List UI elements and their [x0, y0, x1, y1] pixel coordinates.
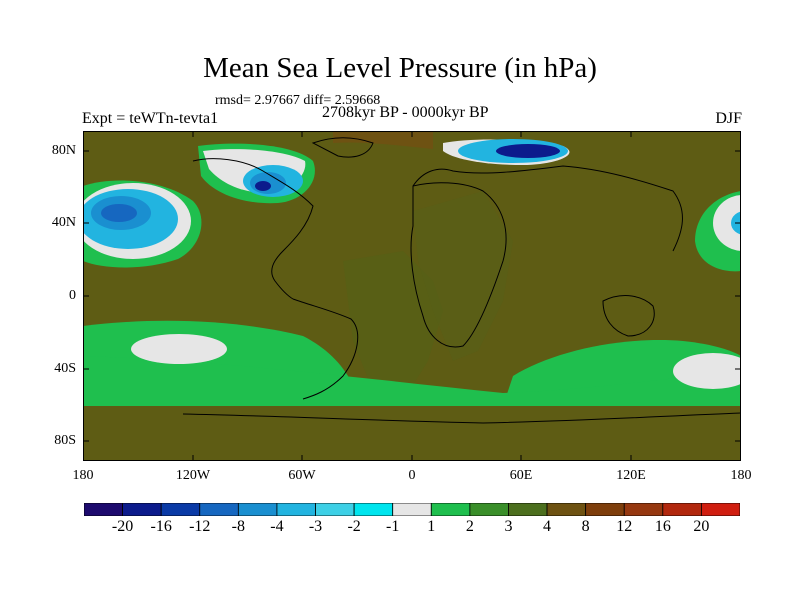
hudson-core — [255, 181, 271, 191]
colorbar-swatch — [701, 503, 740, 516]
colorbar-label: -16 — [150, 518, 172, 535]
colorbar-swatch — [353, 503, 394, 516]
lat-label-40n: 40N — [51, 215, 76, 230]
experiment-label: Expt = teWTn-tevta1 — [82, 110, 219, 127]
colorbar-swatch — [276, 503, 316, 516]
land-tint-africa — [413, 191, 513, 361]
colorbar-swatch — [122, 503, 162, 516]
colorbar-swatch — [585, 503, 625, 516]
colorbar-label: -4 — [270, 518, 284, 535]
rmsd-diff-stats: rmsd= 2.97667 diff= 2.59668 — [215, 93, 381, 108]
colorbar-swatch — [199, 503, 239, 516]
lon-label-120w: 120W — [175, 468, 211, 483]
colorbar-label: 20 — [693, 518, 710, 535]
period-label: 2708kyr BP - 0000kyr BP — [322, 104, 489, 121]
lon-label-120e: 120E — [616, 468, 646, 483]
colorbar-swatch — [662, 503, 702, 516]
colorbar — [84, 503, 740, 516]
southern-midlat-band — [83, 356, 741, 406]
colorbar-swatch — [160, 503, 201, 516]
colorbar-label: -2 — [347, 518, 361, 535]
colorbar-label: 16 — [654, 518, 671, 535]
colorbar-label: 4 — [543, 518, 552, 535]
colorbar-swatch — [237, 503, 278, 516]
lon-label-180-west: 180 — [72, 468, 94, 483]
colorbar-label: 3 — [504, 518, 513, 535]
colorbar-label: -1 — [386, 518, 400, 535]
lat-label-0: 0 — [69, 288, 76, 303]
colorbar-label: -12 — [189, 518, 211, 535]
land-tint — [343, 251, 443, 401]
colorbar-swatch — [469, 503, 509, 516]
arctic-band — [333, 131, 433, 149]
colorbar-label: 12 — [616, 518, 633, 535]
colorbar-label: 8 — [581, 518, 590, 535]
lon-label-180-east: 180 — [730, 468, 752, 483]
map-title: Mean Sea Level Pressure (in hPa) — [203, 52, 597, 84]
south-pacific-high — [131, 334, 227, 364]
colorbar-swatch — [430, 503, 471, 516]
colorbar-swatch — [623, 503, 664, 516]
colorbar-label: 1 — [427, 518, 436, 535]
colorbar-label: 2 — [465, 518, 474, 535]
colorbar-swatch — [84, 503, 123, 516]
coastlines — [182, 137, 741, 424]
west-pacific-white — [713, 195, 741, 251]
season-label: DJF — [715, 110, 742, 127]
colorbar-label: -8 — [231, 518, 245, 535]
lon-label-0: 0 — [408, 468, 416, 483]
colorbar-swatch — [392, 503, 432, 516]
lon-label-60e: 60E — [509, 468, 533, 483]
lon-label-60w: 60W — [288, 468, 316, 483]
colorbar-swatch — [315, 503, 355, 516]
lat-label-40s: 40S — [54, 361, 76, 376]
lat-label-80s: 80S — [54, 433, 76, 448]
siberia-blue — [496, 144, 560, 158]
north-pacific-core — [101, 204, 137, 222]
tasman-high — [673, 353, 741, 389]
colorbar-swatch — [546, 503, 587, 516]
colorbar-label: -3 — [308, 518, 323, 535]
colorbar-label: -20 — [111, 518, 134, 535]
pressure-map — [83, 131, 741, 461]
lat-label-80n: 80N — [51, 143, 76, 158]
colorbar-swatch — [508, 503, 548, 516]
